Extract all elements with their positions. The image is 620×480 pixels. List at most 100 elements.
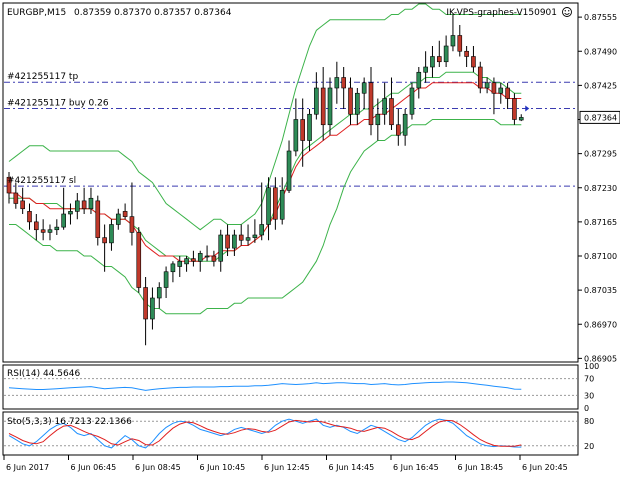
bear-candle (27, 211, 32, 223)
bull-candle (252, 234, 258, 238)
ohlc-values: 0.87359 0.87370 0.87357 0.87364 (74, 8, 232, 18)
bull-candle (402, 113, 408, 136)
bull-candle (170, 263, 176, 273)
rsi-axis-label: 100 (584, 362, 599, 371)
stochastic-main-line (8, 418, 522, 449)
rsi-label: RSI(14) 44.5646 (7, 369, 80, 379)
bull-candle (382, 98, 387, 115)
bull-candle (423, 66, 428, 73)
bear-candle (505, 87, 510, 99)
price-tick-label: 0.87165 (584, 218, 617, 227)
bear-candle (348, 87, 353, 115)
bull-candle (450, 35, 456, 47)
bull-candle (109, 224, 114, 244)
bear-candle (211, 255, 217, 262)
order-labels: #421255117 tp #421255117 buy 0.26 #4212551… (7, 72, 109, 186)
bull-candle (54, 226, 60, 231)
bear-candle (136, 232, 142, 288)
bull-candle (416, 71, 422, 89)
bear-candle (320, 87, 326, 126)
price-tick-label: 0.87100 (584, 252, 617, 261)
bull-candle (293, 119, 299, 152)
price-tick-label: 0.87425 (584, 81, 617, 90)
price-tick-label: 0.87490 (584, 47, 617, 56)
time-tick-label: 6 Jun 2017 (6, 463, 49, 472)
price-axis[interactable]: 0.875550.874900.874250.873600.872950.872… (578, 13, 620, 363)
bear-candle (300, 119, 305, 141)
bull-candle (115, 213, 121, 225)
bear-candle (471, 56, 476, 68)
candlesticks (6, 14, 530, 346)
bear-candle (457, 35, 463, 52)
bull-candle (279, 190, 285, 220)
bear-candle (95, 200, 101, 238)
rsi-axis-label: 0 (584, 404, 589, 413)
bull-candle (47, 229, 53, 233)
bear-candle (396, 124, 401, 136)
bull-candle (498, 87, 504, 94)
order-line-label: #421255117 tp (7, 72, 78, 82)
bull-candle (232, 234, 237, 249)
bull-candle (204, 255, 210, 258)
bull-candle (259, 224, 265, 236)
bear-candle (464, 50, 469, 57)
order-line-label: #421255117 sl (7, 176, 76, 186)
moving-average-line (9, 82, 522, 262)
bear-candle (238, 234, 244, 241)
bear-candle (191, 258, 196, 262)
stochastic-label: Sto(5,3,3) 16.7213 22.1366 (7, 417, 132, 427)
bear-candle (512, 98, 517, 120)
bollinger-upper-band (8, 3, 522, 231)
bear-candle (436, 56, 442, 63)
rsi-axis: 100 70 30 0 (584, 362, 599, 413)
entry-marker (525, 105, 530, 112)
bear-candle (34, 221, 39, 231)
bull-candle (334, 77, 340, 89)
bull-candle (307, 113, 312, 141)
stochastic-window[interactable]: Sto(5,3,3) 16.7213 22.1366 80 20 (2, 411, 594, 456)
bear-candle (40, 229, 46, 233)
bear-candle (477, 66, 483, 89)
stochastic-levels (4, 420, 577, 447)
price-tick-label: 0.86970 (584, 320, 617, 329)
rsi-frame (2, 364, 579, 410)
bull-candle (409, 87, 415, 115)
price-tick-label: 0.87230 (584, 184, 617, 193)
bull-candle (218, 234, 224, 262)
bollinger-bands (8, 3, 522, 315)
bear-candle (102, 237, 107, 244)
bull-candle (197, 253, 203, 262)
rsi-axis-label: 30 (584, 391, 594, 400)
time-tick-label: 6 Jun 20:45 (522, 463, 568, 472)
bull-candle (177, 260, 183, 267)
rsi-window[interactable]: RSI(14) 44.5646 100 70 30 0 (2, 362, 599, 413)
stochastic-axis-label: 20 (584, 442, 594, 451)
time-tick-label: 6 Jun 16:45 (393, 463, 439, 472)
bull-candle (355, 92, 360, 115)
bull-candle (163, 271, 169, 288)
bull-candle (430, 56, 435, 68)
bear-candle (273, 187, 278, 220)
bull-candle (286, 150, 292, 191)
time-tick-label: 6 Jun 14:45 (329, 463, 375, 472)
bull-candle (75, 200, 80, 212)
time-axis[interactable]: 6 Jun 2017 6 Jun 06:45 6 Jun 08:45 6 Jun 10… (3, 455, 568, 472)
order-line-label: #421255117 buy 0.26 (7, 98, 109, 108)
stochastic-axis-label: 80 (584, 417, 594, 426)
bear-candle (122, 211, 128, 217)
rsi-axis-label: 70 (584, 375, 594, 384)
smiley-icon[interactable] (562, 7, 572, 17)
price-tick-label: 0.86905 (584, 354, 617, 363)
bear-candle (341, 77, 346, 89)
stochastic-axis: 80 20 (584, 417, 594, 451)
bear-candle (368, 82, 374, 126)
current-price-label: 0.87364 (584, 113, 617, 122)
main-chart-window[interactable]: #421255117 tp #421255117 buy 0.26 #4212551… (2, 2, 579, 363)
bull-candle (150, 297, 155, 320)
bull-candle (361, 82, 367, 94)
bull-candle (327, 87, 333, 126)
bull-candle (184, 258, 189, 265)
bull-candle (518, 117, 524, 121)
bull-candle (245, 237, 251, 241)
